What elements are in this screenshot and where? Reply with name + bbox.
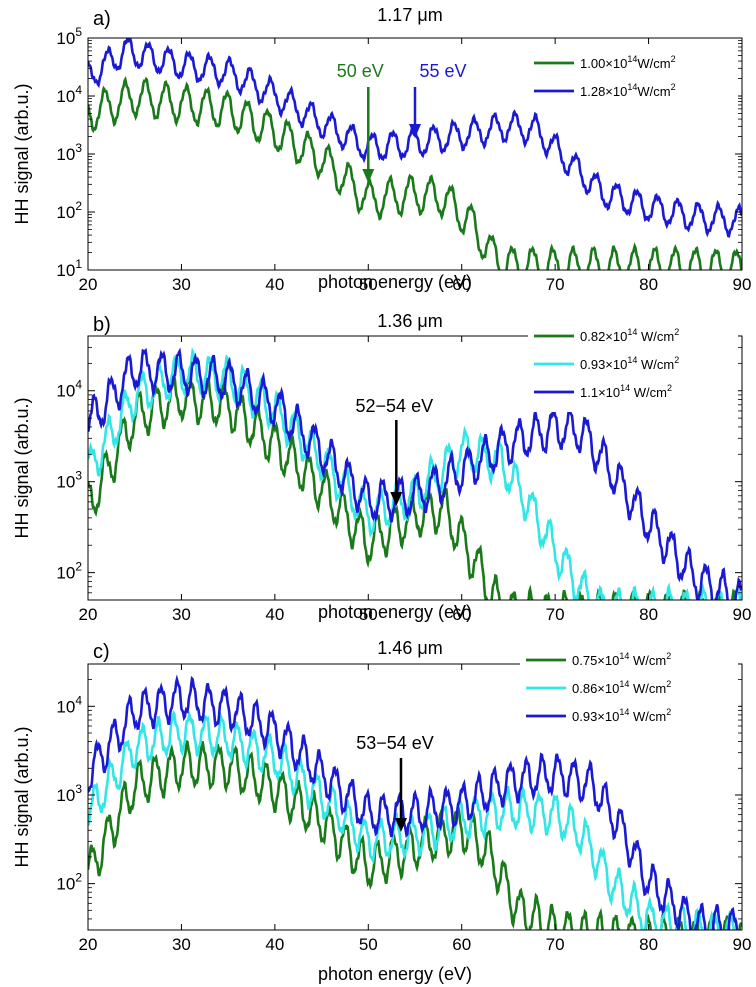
legend-entry: 1.1×1014 W/cm2 [580,383,672,400]
annotation-label: 50 eV [337,61,384,81]
legend-entry: 0.93×1014 W/cm2 [580,355,679,372]
legend-entry: 0.82×1014 W/cm2 [580,327,679,344]
plot-frame [87,335,743,601]
annotation-arrow-head [409,124,421,138]
chart-panel-1: 20 30 40 50 60 70 80 90 101 102 103 104 105 photon en… [12,5,751,294]
y-tick-label: 102 [56,560,82,583]
legend-entry: 0.93×1014 W/cm2 [572,707,671,724]
panel-label: c) [93,641,110,663]
y-tick-label: 103 [56,141,82,164]
x-tick-label: 80 [639,935,658,954]
x-tick-label: 30 [172,275,191,294]
y-tick-label: 102 [56,871,82,894]
x-tick-label: 50 [359,275,378,294]
x-tick-label: 80 [639,275,658,294]
x-axis-label: photon energy (eV) [318,964,472,984]
x-tick-label: 20 [79,275,98,294]
x-tick-label: 60 [452,605,471,624]
annotation-label: 52−54 eV [356,396,434,416]
y-tick-label: 101 [56,257,82,280]
legend-box [528,45,738,111]
series-line-1 [88,371,737,600]
x-axis-label: photon energy (eV) [318,602,472,622]
y-tick-label: 103 [56,469,82,492]
x-tick-label: 40 [265,605,284,624]
y-axis-label: HH signal (arb.u.) [12,397,32,538]
x-tick-label: 60 [452,935,471,954]
x-tick-label: 50 [359,935,378,954]
x-tick-label: 90 [733,605,752,624]
series-line-3 [88,674,739,930]
y-tick-label: 104 [56,83,82,106]
y-tick-label: 105 [56,25,82,48]
panel-label: a) [93,8,111,30]
x-tick-label: 50 [359,605,378,624]
legend-entry: 1.28×1014W/cm2 [580,82,676,99]
y-tick-label: 104 [56,693,82,716]
annotation-arrow-head [362,169,375,183]
series-line-2 [88,709,735,930]
x-tick-label: 30 [172,605,191,624]
annotation-arrow-head [390,492,403,506]
plot-frame [87,663,743,931]
x-tick-label: 20 [79,935,98,954]
y-axis-label: HH signal (arb.u.) [12,726,32,867]
annotation-label: 55 eV [419,61,466,81]
series-line-1 [88,75,742,270]
panel-label: b) [93,314,111,336]
legend-entry: 0.75×1014 W/cm2 [572,651,671,668]
annotation-label: 53−54 eV [356,733,434,753]
x-tick-label: 80 [639,605,658,624]
chart-title: 1.36 μm [377,311,442,331]
x-tick-label: 70 [546,935,565,954]
x-tick-label: 30 [172,935,191,954]
legend-entry: 0.86×1014 W/cm2 [572,679,671,696]
chart-panel-3: 20 30 40 50 60 70 80 90 102 103 104 photon energy (… [12,638,751,984]
x-tick-label: 40 [265,935,284,954]
y-tick-label: 103 [56,782,82,805]
series-line-3 [88,347,742,600]
x-tick-label: 90 [733,275,752,294]
legend-entry: 1.00×1014W/cm2 [580,54,676,71]
x-tick-label: 40 [265,275,284,294]
x-tick-label: 90 [733,935,752,954]
x-axis-label: photon energy (eV) [318,272,472,292]
annotation-arrow-head [394,818,407,832]
x-tick-label: 70 [546,275,565,294]
y-axis-label: HH signal (arb.u.) [12,83,32,224]
y-tick-label: 102 [56,199,82,222]
x-tick-label: 60 [452,275,471,294]
chart-panel-2: 20 30 40 50 60 70 80 90 102 103 104 photon energy (… [12,311,752,624]
chart-title: 1.46 μm [377,638,442,658]
series-line-1 [88,739,742,930]
chart-title: 1.17 μm [377,5,442,25]
y-tick-label: 104 [56,378,82,401]
x-tick-label: 20 [79,605,98,624]
x-tick-label: 70 [546,605,565,624]
